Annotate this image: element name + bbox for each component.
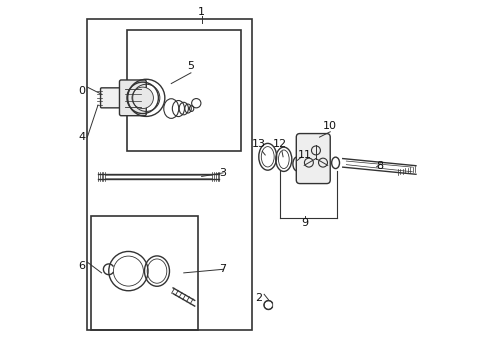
Bar — [91, 216, 198, 330]
Text: 4: 4 — [78, 132, 85, 142]
Text: 6: 6 — [78, 261, 85, 271]
Text: 7: 7 — [219, 264, 226, 274]
Text: 8: 8 — [376, 161, 383, 171]
Bar — [126, 30, 241, 152]
FancyBboxPatch shape — [119, 80, 146, 116]
Text: 13: 13 — [251, 139, 265, 149]
Text: 12: 12 — [273, 139, 286, 149]
Text: 9: 9 — [301, 218, 308, 228]
Text: 11: 11 — [298, 150, 312, 160]
Text: 1: 1 — [198, 7, 204, 17]
Text: 2: 2 — [255, 293, 262, 303]
Text: 3: 3 — [219, 168, 226, 178]
Bar — [87, 19, 251, 330]
FancyBboxPatch shape — [296, 134, 329, 184]
FancyBboxPatch shape — [101, 88, 122, 108]
Text: 5: 5 — [187, 61, 194, 71]
Text: 0: 0 — [78, 86, 85, 96]
Text: 10: 10 — [323, 121, 337, 131]
Circle shape — [132, 87, 153, 109]
